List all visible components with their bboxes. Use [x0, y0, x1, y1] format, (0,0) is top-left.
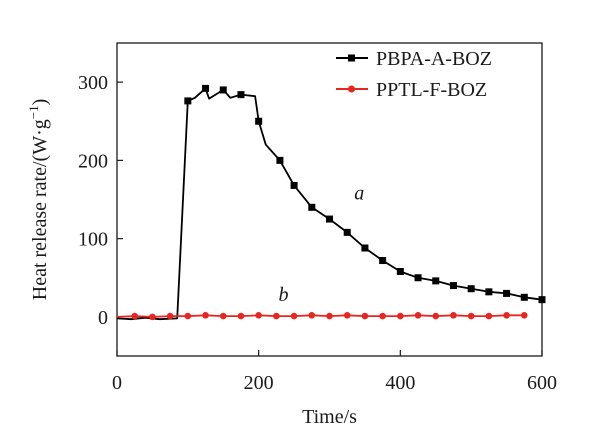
data-point-pbpa [184, 97, 192, 105]
data-point-pbpa [432, 277, 440, 285]
data-point-pbpa [255, 117, 263, 125]
y-axis-label-main: Heat release rate/(W·g [29, 119, 51, 300]
data-point-pptl [149, 313, 156, 321]
data-point-pptl [255, 312, 262, 319]
series-line-pptl [116, 314, 525, 318]
legend-label-pbpa: PBPA-A-BOZ [376, 48, 492, 70]
data-point-pptl [219, 312, 227, 320]
plot-frame [116, 42, 543, 357]
data-point-pbpa [237, 91, 245, 99]
y-tick-label: 0 [98, 307, 108, 329]
data-point-pptl [467, 312, 475, 320]
data-point-pptl [432, 312, 440, 320]
y-tick-label: 200 [78, 150, 108, 172]
data-point-pbpa [326, 215, 333, 223]
data-point-pptl [131, 312, 139, 320]
data-point-pptl [520, 312, 528, 319]
x-tick-label: 200 [244, 372, 274, 394]
x-tick-label: 400 [385, 372, 415, 394]
annotation-a: a [354, 183, 364, 205]
data-point-pptl [308, 312, 316, 319]
data-point-pptl [503, 312, 510, 319]
data-point-pbpa [503, 289, 511, 297]
data-point-pptl [166, 312, 174, 320]
x-axis-label: Time/s [302, 406, 357, 428]
x-tick-label: 0 [112, 372, 122, 394]
data-point-pbpa [449, 282, 457, 290]
legend-marker-pbpa [348, 54, 355, 62]
data-point-pbpa [202, 84, 210, 92]
data-point-pptl [379, 312, 386, 320]
data-point-pbpa [290, 181, 298, 189]
annotation-b: b [279, 284, 289, 306]
data-point-pbpa [396, 267, 404, 275]
legend-marker-pptl [348, 85, 355, 93]
data-point-pptl [414, 312, 422, 319]
data-point-pbpa [219, 86, 227, 94]
data-point-pbpa [379, 257, 387, 265]
data-point-pbpa [485, 288, 493, 296]
data-point-pptl [361, 312, 369, 320]
x-tick-label: 600 [527, 372, 557, 394]
data-point-pptl [202, 312, 209, 319]
data-point-pbpa [467, 285, 475, 293]
y-axis-label-close: ) [29, 99, 51, 106]
data-point-pbpa [538, 296, 546, 304]
data-point-pbpa [520, 293, 528, 301]
data-point-pptl [397, 312, 404, 320]
series-line-pbpa [116, 87, 543, 321]
data-point-pptl [237, 312, 245, 320]
legend-label-pptl: PPTL-F-BOZ [376, 79, 487, 101]
data-point-pbpa [343, 228, 351, 236]
legend: PBPA-A-BOZ PPTL-F-BOZ [336, 48, 492, 101]
y-tick-label: 100 [78, 229, 108, 251]
data-point-pbpa [361, 244, 369, 252]
data-point-pptl [184, 312, 192, 320]
data-point-pptl [273, 312, 280, 320]
data-point-pptl [485, 312, 493, 320]
data-point-pptl [450, 312, 457, 319]
y-tick-label: 300 [78, 72, 108, 94]
y-axis-label-superscript: −1 [26, 105, 41, 119]
data-point-pbpa [414, 274, 422, 282]
data-point-pptl [326, 312, 333, 320]
data-point-pbpa [308, 203, 316, 211]
y-axis-label: Heat release rate/(W·g−1) [26, 99, 51, 301]
y-axis: 0 100 200 300 [78, 72, 123, 329]
data-point-pptl [343, 312, 351, 319]
x-axis: 0 200 400 600 [112, 350, 557, 394]
data-point-pptl [290, 312, 298, 320]
series-layer [116, 84, 546, 321]
data-point-pbpa [276, 156, 284, 164]
